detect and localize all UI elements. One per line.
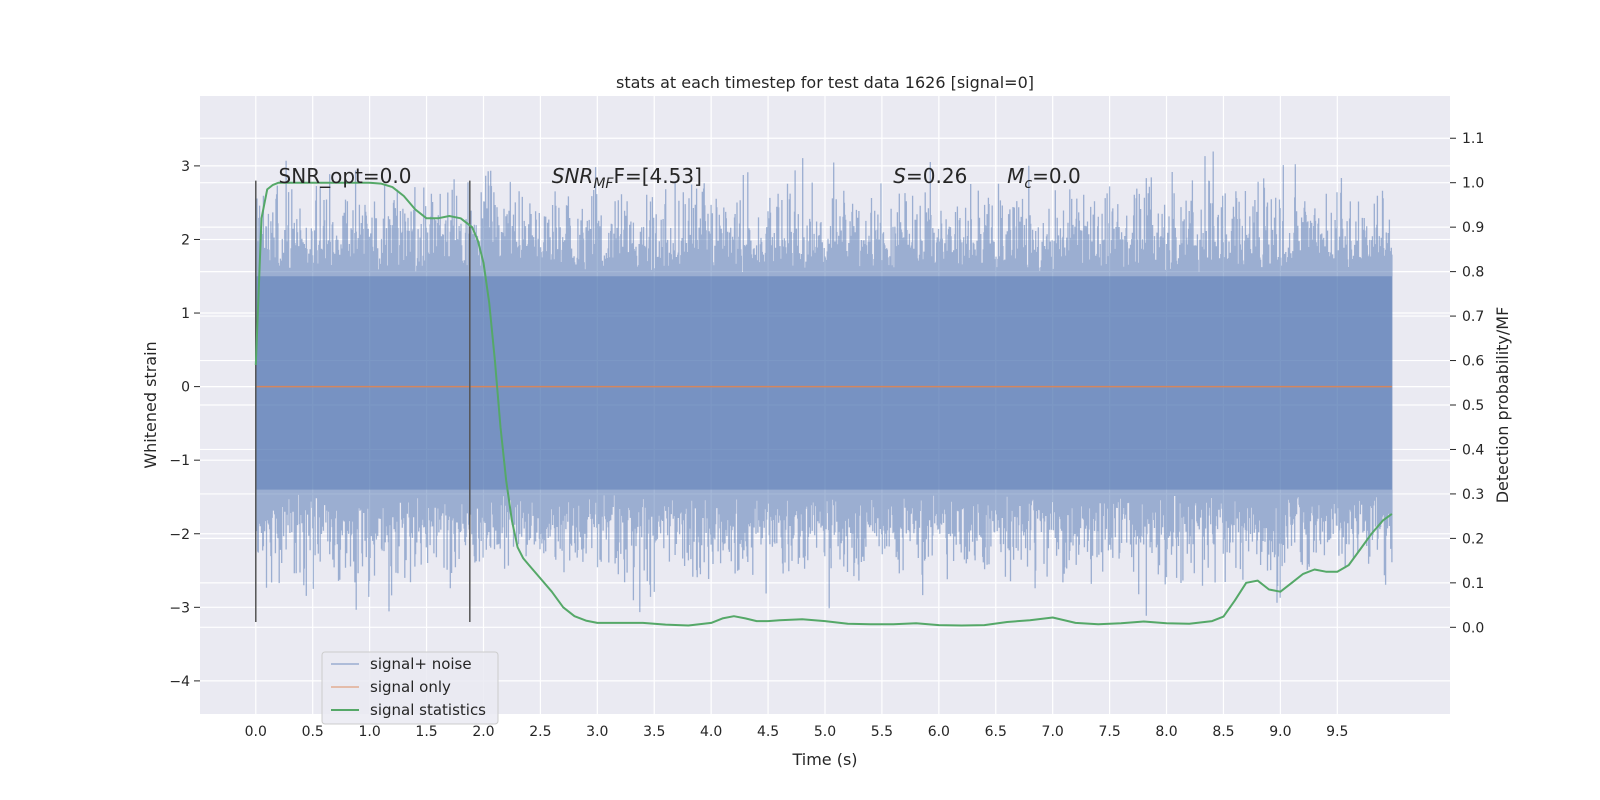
y-tick-label-left: −1 <box>169 453 190 469</box>
legend-label-signal-statistics: signal statistics <box>370 701 486 719</box>
x-axis-label: Time (s) <box>791 750 857 769</box>
legend: signal+ noise signal only signal statist… <box>321 651 499 725</box>
y-tick-label-left: 3 <box>181 159 190 175</box>
x-tick-label: 7.0 <box>1042 724 1064 740</box>
x-tick-label: 5.5 <box>871 724 893 740</box>
right-axis-ticks: 0.0 0.1 0.2 0.3 0.4 0.5 0.6 0.7 0.8 0.9 1.0 1.1 <box>1450 131 1484 636</box>
left-axis-ticks: −4 −3 −2 −1 0 1 2 3 <box>169 159 200 690</box>
legend-label-signal-only: signal only <box>370 678 451 696</box>
y-tick-label-right: 0.3 <box>1462 487 1484 503</box>
x-tick-label: 4.0 <box>700 724 722 740</box>
x-tick-label: 6.0 <box>928 724 950 740</box>
series-signal-statistics <box>254 181 1393 627</box>
y-tick-label-right: 0.7 <box>1462 309 1484 325</box>
chart-title: stats at each timestep for test data 162… <box>616 73 1034 92</box>
x-tick-label: 1.0 <box>358 724 380 740</box>
signal-statistics-line <box>254 181 1393 627</box>
y-tick-label-right: 0.8 <box>1462 265 1484 281</box>
y-tick-label-right: 0.1 <box>1462 576 1484 592</box>
x-tick-label: 1.5 <box>415 724 437 740</box>
x-tick-label: 3.0 <box>586 724 608 740</box>
x-tick-label: 4.5 <box>757 724 779 740</box>
x-tick-label: 5.0 <box>814 724 836 740</box>
right-axis-label: Detection probability/MF <box>1493 307 1512 504</box>
y-tick-label-right: 0.5 <box>1462 398 1484 414</box>
y-tick-label-left: −2 <box>169 527 190 543</box>
x-tick-label: 0.0 <box>245 724 267 740</box>
annotation-snr-opt: SNR_opt=0.0 <box>279 164 412 188</box>
y-tick-label-right: 0.4 <box>1462 442 1484 458</box>
x-tick-label: 8.0 <box>1155 724 1177 740</box>
y-tick-label-left: 1 <box>181 306 190 322</box>
y-tick-label-right: 1.1 <box>1462 131 1484 147</box>
y-tick-label-left: 0 <box>181 380 190 396</box>
y-tick-label-right: 0.6 <box>1462 354 1484 370</box>
annotation-s: S=0.26 <box>893 164 967 188</box>
x-axis-ticks: 0.0 0.5 1.0 1.5 2.0 2.5 3.0 3.5 4.0 4.5 5.0 5.5 6.0 6… <box>245 724 1349 740</box>
annotation-snr-mf: SNRMFF=[4.53] <box>552 164 702 192</box>
noise-band <box>255 276 1392 490</box>
x-tick-label: 6.5 <box>985 724 1007 740</box>
x-tick-label: 2.5 <box>529 724 551 740</box>
chart-annotations: SNR_opt=0.0 SNRMFF=[4.53] S=0.26 Mc=0.0 <box>279 164 1081 192</box>
legend-box <box>321 651 499 725</box>
left-axis-label: Whitened strain <box>141 341 160 468</box>
y-tick-label-right: 0.2 <box>1462 531 1484 547</box>
x-tick-label: 9.0 <box>1269 724 1291 740</box>
x-tick-label: 2.0 <box>472 724 494 740</box>
annotation-mc: Mc=0.0 <box>1007 164 1081 192</box>
x-tick-label: 7.5 <box>1098 724 1120 740</box>
y-tick-label-left: −4 <box>169 674 190 690</box>
y-tick-label-left: 2 <box>181 232 190 248</box>
x-tick-label: 3.5 <box>643 724 665 740</box>
x-tick-label: 8.5 <box>1212 724 1234 740</box>
y-tick-label-left: −3 <box>169 600 190 616</box>
x-tick-label: 9.5 <box>1326 724 1348 740</box>
y-tick-label-right: 1.0 <box>1462 176 1484 192</box>
y-tick-label-right: 0.0 <box>1462 620 1484 636</box>
legend-label-signal-noise: signal+ noise <box>370 655 472 673</box>
x-tick-label: 0.5 <box>302 724 324 740</box>
y-tick-label-right: 0.9 <box>1462 220 1484 236</box>
series-signal-plus-noise <box>255 151 1393 616</box>
event-markers <box>255 180 471 623</box>
